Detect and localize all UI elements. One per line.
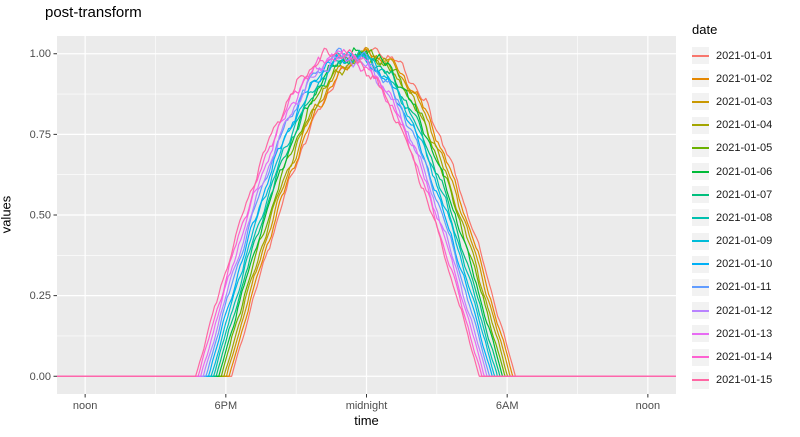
legend-item-label: 2021-01-03 <box>716 95 773 108</box>
legend-item: 2021-01-08 <box>692 206 772 229</box>
legend: date 2021-01-01 2021-01-02 2021-01-03 2021-… <box>692 22 772 392</box>
legend-item: 2021-01-04 <box>692 114 772 137</box>
y-tick-label: 0.00 <box>30 371 51 383</box>
legend-key-line <box>692 77 709 80</box>
legend-item-label: 2021-01-14 <box>716 351 773 364</box>
legend-item-label: 2021-01-08 <box>716 211 773 224</box>
y-tick-label: 1.00 <box>30 48 51 60</box>
series-line <box>57 54 676 377</box>
legend-item: 2021-01-07 <box>692 183 772 206</box>
series-line <box>57 46 676 377</box>
y-axis-title: values <box>0 195 14 234</box>
legend-items: 2021-01-01 2021-01-02 2021-01-03 2021-01-04… <box>692 44 772 392</box>
legend-key-line <box>692 193 709 196</box>
legend-key-line <box>692 379 709 382</box>
series-line <box>57 47 676 377</box>
legend-key <box>692 139 709 157</box>
legend-item: 2021-01-10 <box>692 253 772 276</box>
legend-key <box>692 116 709 134</box>
legend-item: 2021-01-01 <box>692 44 772 67</box>
legend-item-label: 2021-01-11 <box>716 281 772 294</box>
legend-key-line <box>692 240 709 243</box>
legend-item: 2021-01-09 <box>692 230 772 253</box>
legend-key-line <box>692 309 709 312</box>
legend-key <box>692 325 709 343</box>
legend-key-line <box>692 356 709 359</box>
series-line <box>57 47 676 377</box>
legend-item: 2021-01-05 <box>692 137 772 160</box>
legend-key-line <box>692 170 709 173</box>
legend-key-line <box>692 286 709 289</box>
legend-item: 2021-01-14 <box>692 345 772 368</box>
legend-item: 2021-01-06 <box>692 160 772 183</box>
legend-key <box>692 371 709 389</box>
legend-item: 2021-01-02 <box>692 67 772 90</box>
legend-key-line <box>692 216 709 219</box>
legend-key <box>692 209 709 227</box>
legend-key <box>692 47 709 65</box>
legend-key-line <box>692 147 709 150</box>
legend-item: 2021-01-11 <box>692 276 772 299</box>
legend-item-label: 2021-01-10 <box>716 258 773 271</box>
y-tick-label: 0.75 <box>30 129 51 141</box>
legend-item: 2021-01-03 <box>692 90 772 113</box>
x-tick-label: noon <box>73 400 97 412</box>
series-line <box>57 53 676 377</box>
legend-item-label: 2021-01-06 <box>716 165 773 178</box>
legend-key <box>692 163 709 181</box>
legend-key <box>692 93 709 111</box>
legend-key <box>692 348 709 366</box>
legend-key <box>692 302 709 320</box>
legend-item: 2021-01-13 <box>692 322 772 345</box>
chart-title: post-transform <box>45 4 142 21</box>
x-tick-label: midnight <box>346 400 388 412</box>
x-axis-title: time <box>354 413 379 428</box>
legend-item-label: 2021-01-09 <box>716 235 773 248</box>
legend-key <box>692 278 709 296</box>
y-tick-label: 0.25 <box>30 290 51 302</box>
y-tick-label: 0.50 <box>30 210 51 222</box>
legend-item-label: 2021-01-15 <box>716 374 773 387</box>
legend-item-label: 2021-01-04 <box>716 119 773 132</box>
x-tick-label: 6PM <box>215 400 238 412</box>
legend-item-label: 2021-01-02 <box>716 72 773 85</box>
legend-item: 2021-01-12 <box>692 299 772 322</box>
legend-item-label: 2021-01-13 <box>716 327 773 340</box>
legend-item-label: 2021-01-07 <box>716 188 773 201</box>
legend-key <box>692 255 709 273</box>
legend-item-label: 2021-01-12 <box>716 304 773 317</box>
x-tick-label: 6AM <box>496 400 519 412</box>
legend-key-line <box>692 124 709 127</box>
legend-title: date <box>692 22 718 37</box>
legend-item-label: 2021-01-01 <box>716 49 773 62</box>
legend-key-line <box>692 54 709 57</box>
x-tick-label: noon <box>636 400 660 412</box>
legend-key-line <box>692 100 709 103</box>
legend-item: 2021-01-15 <box>692 369 772 392</box>
legend-key <box>692 186 709 204</box>
legend-key-line <box>692 332 709 335</box>
series-line <box>57 48 676 377</box>
legend-key <box>692 70 709 88</box>
legend-key-line <box>692 263 709 266</box>
series-line <box>57 50 676 377</box>
legend-item-label: 2021-01-05 <box>716 142 773 155</box>
legend-key <box>692 232 709 250</box>
